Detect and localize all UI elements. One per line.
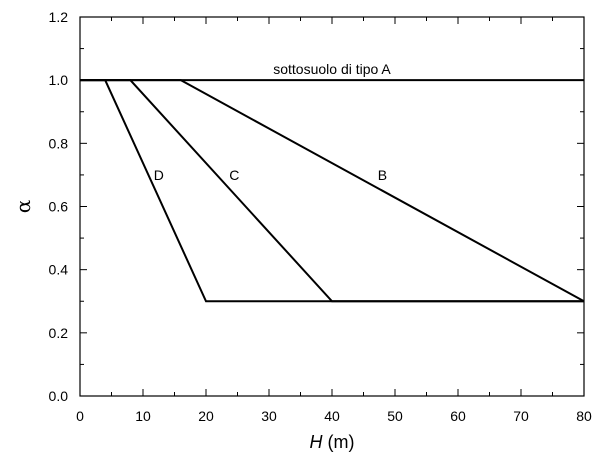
x-tick-label: 10 — [135, 408, 151, 424]
x-tick-label: 50 — [387, 408, 403, 424]
series-line-3 — [80, 79, 584, 303]
ticks — [79, 16, 585, 397]
series-label-1: B — [378, 167, 387, 183]
y-tick-label: 0.2 — [49, 325, 69, 341]
y-axis-label: α — [11, 200, 35, 214]
series-labels: sottosuolo di tipo A B C D — [154, 61, 392, 183]
y-tick-label: 0.4 — [49, 262, 69, 278]
x-tick-label: 60 — [450, 408, 466, 424]
x-tick-label: 80 — [576, 408, 592, 424]
y-tick-label: 0.6 — [49, 199, 69, 215]
tick-labels: 0 10 20 30 40 50 60 70 80 0.0 0.2 0.4 0.6 0.8 1.0 1.2 — [49, 9, 592, 424]
x-axis-label: H (m) — [310, 432, 355, 452]
series-label-0: sottosuolo di tipo A — [273, 61, 391, 77]
x-tick-label: 70 — [513, 408, 529, 424]
series-lines — [80, 79, 585, 303]
y-tick-label: 1.2 — [49, 9, 69, 25]
x-tick-label: 0 — [76, 408, 84, 424]
x-tick-label: 30 — [261, 408, 277, 424]
series-label-3: D — [154, 167, 164, 183]
y-tick-label: 0.8 — [49, 135, 69, 151]
x-axis-label-var: H — [310, 432, 324, 452]
x-tick-label: 20 — [198, 408, 214, 424]
y-tick-label: 0.0 — [49, 388, 69, 404]
x-axis-label-unit: (m) — [323, 432, 355, 452]
x-tick-label: 40 — [324, 408, 340, 424]
y-tick-label: 1.0 — [49, 72, 69, 88]
series-label-2: C — [229, 167, 239, 183]
